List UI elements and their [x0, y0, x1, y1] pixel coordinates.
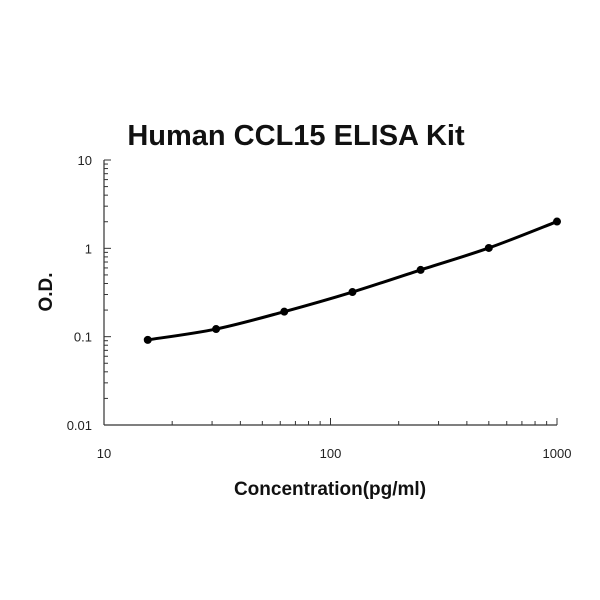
x-ticks: 10 100 1000 — [97, 418, 572, 461]
x-tick-label: 1000 — [543, 446, 572, 461]
y-tick-label: 1 — [85, 241, 92, 256]
x-axis-label: Concentration(pg/ml) — [234, 479, 426, 500]
chart-title: Human CCL15 ELISA Kit — [127, 120, 465, 152]
series-line — [147, 220, 558, 342]
y-tick-label: 10 — [78, 153, 92, 168]
x-tick-label: 10 — [97, 446, 111, 461]
data-point — [280, 307, 289, 316]
data-point — [416, 265, 425, 274]
y-ticks: 0.01 0.1 1 10 — [67, 153, 111, 433]
y-axis-label: O.D. — [36, 272, 57, 311]
data-point — [553, 217, 561, 226]
y-tick-label: 0.01 — [67, 418, 92, 433]
plot-area: 10 100 1000 0.01 0.1 1 10 — [67, 153, 572, 461]
data-point — [143, 335, 152, 344]
data-point — [212, 325, 221, 334]
x-tick-label: 100 — [320, 446, 342, 461]
y-tick-label: 0.1 — [74, 330, 92, 345]
data-point — [484, 243, 493, 252]
data-point — [348, 288, 357, 297]
series-layer — [143, 217, 561, 344]
